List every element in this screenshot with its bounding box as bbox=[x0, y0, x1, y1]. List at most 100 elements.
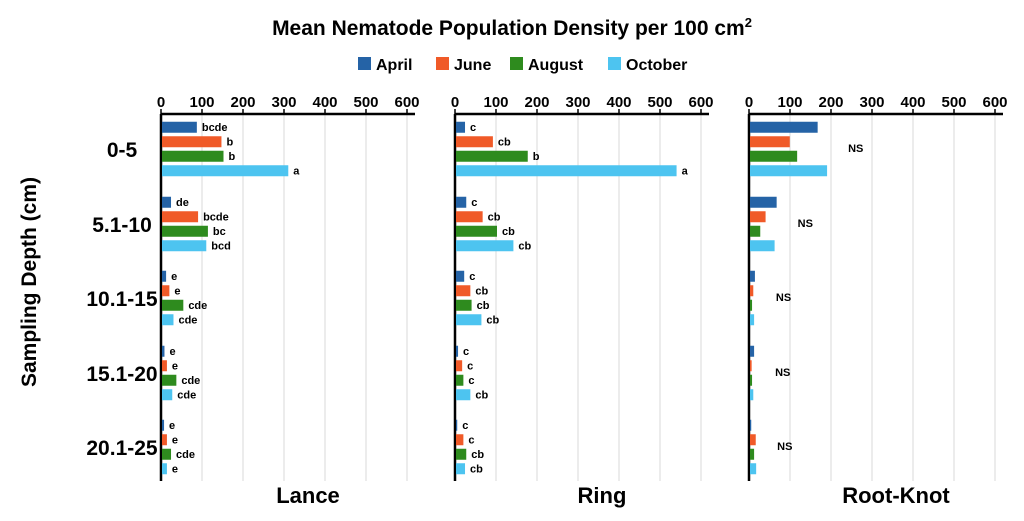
bar-june bbox=[162, 136, 222, 148]
bar-october bbox=[750, 240, 775, 252]
category-label: 5.1-10 bbox=[92, 214, 152, 237]
bar-august bbox=[750, 150, 798, 162]
bar-june bbox=[456, 285, 471, 297]
significance-label: cb bbox=[502, 226, 515, 238]
significance-label: cb bbox=[518, 240, 531, 252]
significance-label: c bbox=[462, 420, 468, 432]
bar-april bbox=[162, 196, 172, 208]
x-tick-label: 100 bbox=[483, 94, 508, 111]
significance-label: c bbox=[468, 375, 474, 387]
x-tick-label: 100 bbox=[777, 94, 802, 111]
x-tick-label: 200 bbox=[524, 94, 549, 111]
chart-title-main: Mean Nematode Population Density per 100… bbox=[272, 17, 745, 40]
bar-april bbox=[750, 270, 755, 282]
bar-august bbox=[750, 299, 753, 311]
bar-april bbox=[162, 345, 165, 357]
significance-label: cb bbox=[475, 389, 488, 401]
significance-label: e bbox=[172, 463, 178, 475]
bar-june bbox=[162, 211, 199, 223]
significance-label: c bbox=[470, 122, 476, 134]
x-tick-label: 400 bbox=[606, 94, 631, 111]
panel-lance: 0 100 200 300 400 500 600bcdebbadebcdebcbcdeec… bbox=[157, 94, 420, 508]
bar-june bbox=[456, 360, 463, 372]
x-tick-label: 600 bbox=[688, 94, 713, 111]
legend-swatch-june bbox=[436, 57, 449, 70]
bar-april bbox=[456, 121, 466, 133]
bar-october bbox=[456, 165, 677, 177]
bar-april bbox=[456, 345, 459, 357]
legend-label-august: August bbox=[528, 57, 584, 74]
bar-august bbox=[456, 374, 464, 386]
category-label: 10.1-15 bbox=[86, 288, 158, 311]
y-axis-label: Sampling Depth (cm) bbox=[18, 177, 41, 387]
bar-august bbox=[162, 299, 184, 311]
bar-october bbox=[162, 389, 173, 401]
ns-label: NS bbox=[776, 292, 791, 304]
significance-label: cb bbox=[477, 300, 490, 312]
significance-label: cb bbox=[488, 211, 501, 223]
panel-title-ring: Ring bbox=[578, 483, 627, 508]
x-tick-label: 600 bbox=[394, 94, 419, 111]
significance-label: cde bbox=[181, 375, 200, 387]
bar-october bbox=[162, 165, 289, 177]
bar-april bbox=[750, 196, 777, 208]
significance-label: b bbox=[533, 151, 540, 163]
bar-october bbox=[162, 240, 207, 252]
bar-june bbox=[162, 434, 167, 446]
panel-title-root-knot: Root-Knot bbox=[842, 483, 950, 508]
bar-august bbox=[162, 448, 172, 460]
significance-label: cb bbox=[475, 285, 488, 297]
bar-june bbox=[456, 434, 464, 446]
bar-june bbox=[162, 360, 167, 372]
bar-october bbox=[750, 165, 828, 177]
bar-august bbox=[750, 448, 755, 460]
x-tick-label: 0 bbox=[745, 94, 753, 111]
legend-label-april: April bbox=[376, 57, 412, 74]
x-tick-label: 400 bbox=[312, 94, 337, 111]
significance-label: a bbox=[682, 165, 689, 177]
x-tick-label: 200 bbox=[230, 94, 255, 111]
chart-title-superscript: 2 bbox=[745, 15, 752, 30]
x-tick-label: 300 bbox=[565, 94, 590, 111]
bar-april bbox=[750, 419, 752, 431]
significance-label: b bbox=[229, 151, 236, 163]
significance-label: bcde bbox=[203, 211, 229, 223]
significance-label: cb bbox=[471, 449, 484, 461]
bar-april bbox=[750, 121, 818, 133]
chart-title: Mean Nematode Population Density per 100… bbox=[272, 15, 752, 40]
category-label: 20.1-25 bbox=[86, 437, 158, 460]
bar-april bbox=[456, 196, 467, 208]
bar-june bbox=[750, 211, 766, 223]
ns-label: NS bbox=[848, 143, 863, 155]
bar-august bbox=[750, 374, 753, 386]
bar-october bbox=[456, 463, 466, 475]
ns-label: NS bbox=[775, 367, 790, 379]
significance-label: de bbox=[176, 197, 189, 209]
bar-october bbox=[456, 314, 482, 326]
significance-label: a bbox=[293, 165, 300, 177]
x-tick-label: 500 bbox=[353, 94, 378, 111]
bar-april bbox=[162, 419, 165, 431]
x-tick-label: 0 bbox=[451, 94, 459, 111]
bar-april bbox=[750, 345, 755, 357]
significance-label: cde bbox=[176, 449, 195, 461]
x-tick-label: 600 bbox=[982, 94, 1007, 111]
bar-april bbox=[162, 270, 167, 282]
bar-june bbox=[750, 360, 752, 372]
legend: April June August October bbox=[358, 57, 687, 74]
bar-october bbox=[750, 314, 755, 326]
significance-label: e bbox=[169, 346, 175, 358]
category-label: 0-5 bbox=[107, 139, 138, 162]
bar-august bbox=[162, 374, 177, 386]
legend-label-october: October bbox=[626, 57, 687, 74]
legend-swatch-october bbox=[608, 57, 621, 70]
category-labels: 0-5 5.1-10 10.1-15 15.1-20 20.1-25 bbox=[86, 139, 158, 460]
x-tick-label: 0 bbox=[157, 94, 165, 111]
significance-label: cb bbox=[470, 463, 483, 475]
panel-ring: 0 100 200 300 400 500 600ccbbaccbcbcbccbcbcbcc… bbox=[451, 94, 714, 508]
significance-label: bcde bbox=[202, 122, 228, 134]
panel-title-lance: Lance bbox=[276, 483, 340, 508]
x-tick-label: 500 bbox=[647, 94, 672, 111]
bar-october bbox=[750, 389, 754, 401]
significance-label: c bbox=[467, 360, 473, 372]
